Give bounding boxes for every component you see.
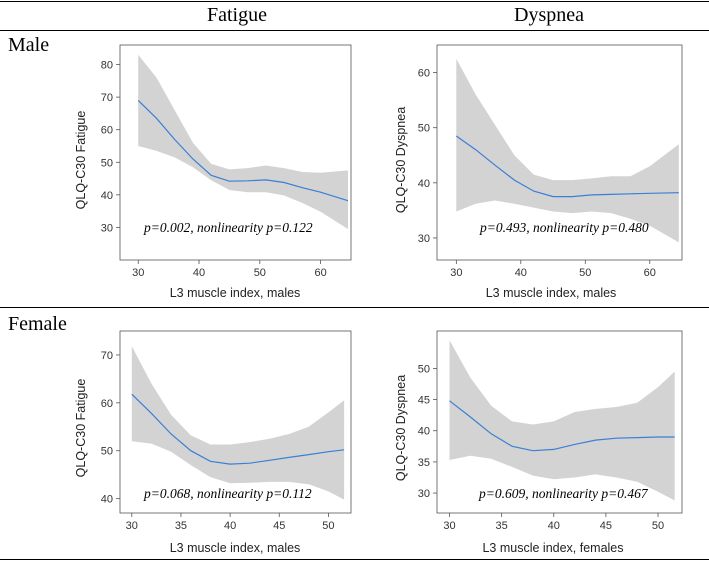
x-tick-label: 50 [254, 267, 266, 279]
x-tick-label: 40 [224, 520, 236, 532]
p-value-annotation: p=0.609, nonlinearity p=0.467 [478, 486, 649, 501]
y-axis-label: QLQ-C30 Dyspnea [394, 107, 408, 213]
x-tick-label: 30 [126, 520, 138, 532]
x-tick-label: 45 [600, 520, 612, 532]
y-tick-label: 50 [418, 363, 430, 375]
row-divider-rule [0, 307, 709, 308]
x-tick-label: 50 [652, 520, 664, 532]
plot-frame [119, 44, 352, 261]
y-tick-label: 60 [418, 68, 430, 80]
y-tick-label: 40 [418, 178, 430, 190]
x-tick-label: 35 [496, 520, 508, 532]
y-tick-label: 70 [101, 92, 113, 104]
x-tick-label: 30 [132, 267, 144, 279]
x-tick-label: 40 [515, 267, 527, 279]
spline-line [137, 99, 349, 202]
p-value-annotation: p=0.068, nonlinearity p=0.112 [143, 486, 312, 501]
spline-line [131, 393, 345, 465]
y-tick-label: 30 [418, 488, 430, 500]
x-axis-label: L3 muscle index, females [482, 541, 623, 555]
y-tick-label: 40 [418, 426, 430, 438]
spline-line [449, 400, 675, 452]
y-tick-label: 40 [101, 494, 113, 506]
row-header-female: Female [8, 313, 67, 335]
confidence-band [449, 340, 675, 501]
plot-frame [119, 330, 352, 514]
confidence-band [131, 346, 345, 500]
y-tick-label: 50 [101, 446, 113, 458]
bottom-rule [0, 559, 709, 560]
y-tick-label: 60 [101, 125, 113, 137]
y-tick-label: 30 [101, 222, 113, 234]
x-tick-label: 60 [644, 267, 656, 279]
header-rule [0, 30, 709, 31]
x-axis-label: L3 muscle index, males [170, 286, 301, 300]
y-tick-label: 70 [101, 350, 113, 362]
y-axis-label: QLQ-C30 Fatigue [74, 111, 88, 210]
x-tick-label: 35 [175, 520, 187, 532]
x-tick-label: 50 [579, 267, 591, 279]
confidence-band [456, 58, 679, 243]
x-tick-label: 40 [548, 520, 560, 532]
plot-frame [436, 330, 683, 514]
y-tick-label: 30 [418, 233, 430, 245]
x-axis-label: L3 muscle index, males [486, 286, 617, 300]
spline-line [455, 135, 679, 198]
row-header-male: Male [8, 34, 50, 56]
x-tick-label: 45 [273, 520, 285, 532]
y-tick-label: 35 [418, 457, 430, 469]
p-value-annotation: p=0.493, nonlinearity p=0.480 [479, 220, 649, 235]
p-value-annotation: p=0.002, nonlinearity p=0.122 [143, 220, 313, 235]
y-tick-label: 45 [418, 395, 430, 407]
plot-frame [436, 44, 683, 261]
y-tick-label: 60 [101, 398, 113, 410]
y-axis-label: QLQ-C30 Dyspnea [394, 375, 408, 481]
column-header-dyspnea: Dyspnea [514, 4, 584, 26]
x-tick-label: 60 [314, 267, 326, 279]
top-rule [0, 1, 709, 2]
y-tick-label: 80 [101, 60, 113, 72]
y-tick-label: 50 [418, 123, 430, 135]
x-tick-label: 30 [450, 267, 462, 279]
y-axis-label: QLQ-C30 Fatigue [74, 379, 88, 478]
x-axis-label: L3 muscle index, males [170, 541, 301, 555]
x-tick-label: 40 [193, 267, 205, 279]
y-tick-label: 40 [101, 190, 113, 202]
x-tick-label: 50 [322, 520, 334, 532]
y-tick-label: 50 [101, 157, 113, 169]
x-tick-label: 30 [443, 520, 455, 532]
column-header-fatigue: Fatigue [207, 4, 267, 26]
